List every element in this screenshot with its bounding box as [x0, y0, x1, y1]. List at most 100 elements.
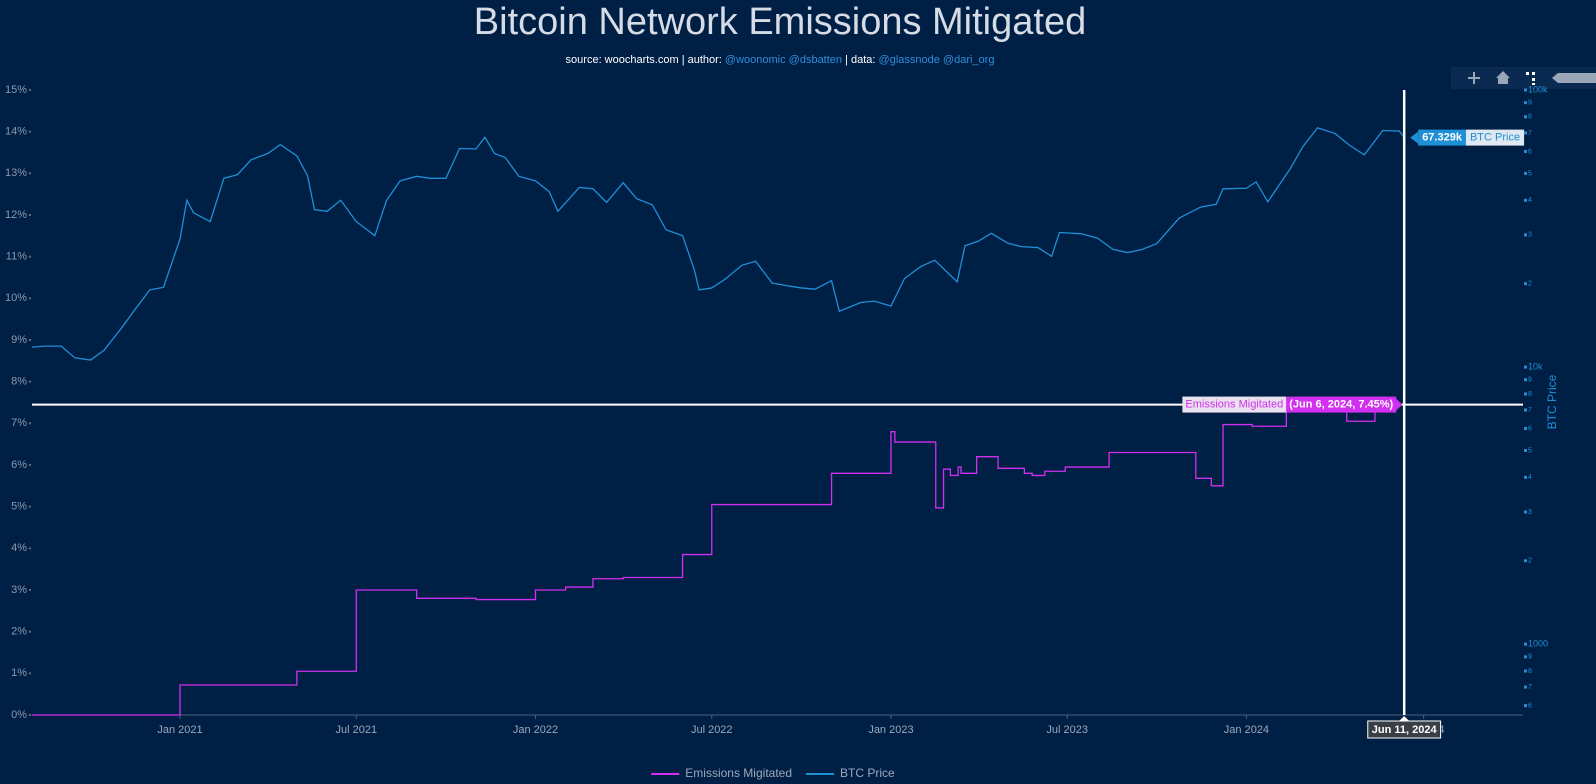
y-tick: [29, 714, 31, 716]
y2-tick: [1524, 365, 1527, 369]
y2-tick-label: 6: [1528, 148, 1532, 155]
y-tick-label: 0%: [11, 709, 27, 721]
spike-icon: [1526, 72, 1529, 75]
hover-label-emissions: Emissions Migitated (Jun 6, 2024, 7.45%): [1182, 396, 1403, 413]
y2-tick-label: 6: [1528, 425, 1532, 432]
chart-title: Bitcoin Network Emissions Mitigated: [474, 1, 1086, 43]
hover-box: [1367, 720, 1442, 739]
chart-subtitle: source: woocharts.com | author: @woonomi…: [566, 54, 995, 66]
y-tick-label: 1%: [11, 667, 27, 679]
y-tick: [29, 589, 31, 591]
y-tick-label: 15%: [5, 84, 27, 96]
y-tick-label: 12%: [5, 209, 27, 221]
hover-arrow: [1410, 131, 1419, 144]
y2-tick-label: 8: [1528, 668, 1532, 675]
y2-tick-label: 6: [1528, 702, 1532, 709]
hover-name: BTC Price: [1470, 132, 1520, 144]
subtitle-link: @glassnode @dari_org: [879, 54, 995, 66]
hover-value: 67.329k: [1422, 132, 1463, 144]
y-tick: [29, 172, 31, 175]
home-button[interactable]: [1496, 71, 1510, 84]
spike-icon: [1532, 78, 1535, 81]
y2-tick-label: 8: [1528, 391, 1532, 398]
y2-tick: [1524, 115, 1527, 119]
y-tick-label: 13%: [5, 167, 27, 179]
y2-tick-label: 4: [1528, 197, 1532, 204]
y-tick: [29, 672, 31, 675]
y-tick: [29, 464, 31, 466]
y2-tick-label: 9: [1528, 654, 1532, 661]
subtitle-text: source: woocharts.com | author:: [566, 54, 725, 66]
y-tick: [29, 422, 31, 425]
y-tick: [29, 380, 31, 383]
y-tick-label: 3%: [11, 584, 27, 596]
y2-tick: [1524, 427, 1527, 431]
y-tick-label: 11%: [6, 251, 27, 263]
hover-box: [1286, 396, 1397, 413]
modebar: [1451, 67, 1596, 89]
x-tick-label: Jul 2023: [1046, 724, 1088, 736]
y2-tick: [1524, 378, 1527, 382]
y-tick: [29, 547, 31, 550]
home-icon: [1496, 71, 1510, 84]
subtitle-text: | data:: [842, 54, 879, 66]
hover-icon: [1552, 73, 1596, 83]
subtitle-link: @woonomic @dsbatten: [725, 54, 842, 66]
series-line: [31, 127, 1405, 361]
y2-tick-label: 100k: [1528, 84, 1548, 94]
y-tick: [29, 505, 31, 508]
y2-tick-label: 4: [1528, 474, 1532, 481]
x-tick-label: Jan 2021: [157, 724, 202, 736]
hover-value: (Jun 6, 2024, 7.45%): [1289, 398, 1393, 410]
y-tick: [29, 130, 31, 133]
hover-button[interactable]: [1552, 73, 1596, 83]
y2-tick-label: 3: [1528, 509, 1532, 516]
y-tick: [29, 630, 31, 633]
y2-tick: [1524, 88, 1527, 92]
y2-tick: [1524, 131, 1527, 135]
y2-tick: [1524, 282, 1527, 286]
y2-tick: [1524, 171, 1527, 175]
y2-tick: [1524, 408, 1527, 412]
y-tick-label: 14%: [5, 126, 27, 138]
spike-button[interactable]: [1526, 72, 1535, 85]
y2-tick-label: 2: [1528, 558, 1532, 565]
y2-tick-label: 2: [1528, 281, 1532, 288]
y2-tick: [1524, 642, 1527, 646]
hover-name-box: [1465, 129, 1525, 146]
y2-tick: [1524, 448, 1527, 452]
legend: Emissions Migitated BTC Price: [651, 766, 895, 780]
x-tick-label: Jul 2021: [336, 724, 378, 736]
pan-icon: [1473, 72, 1475, 84]
hover-arrow: [1396, 398, 1403, 411]
y-tick-label: 5%: [11, 501, 27, 513]
y2-tick: [1524, 704, 1527, 708]
y-tick-label: 6%: [11, 459, 27, 471]
legend-label: Emissions Migitated: [685, 766, 792, 780]
pan-button[interactable]: [1468, 72, 1480, 84]
legend-label: BTC Price: [840, 766, 895, 780]
y2-tick: [1524, 685, 1527, 689]
y2-tick: [1524, 101, 1527, 105]
y-tick: [29, 339, 31, 341]
y2-tick-label: 5: [1528, 170, 1532, 177]
y-tick-label: 4%: [11, 542, 27, 554]
hover-name-box: [1182, 396, 1287, 413]
hover-x-label: Jun 11, 2024: [1367, 716, 1442, 739]
hover-name: Emissions Migitated: [1185, 398, 1283, 410]
x-tick-label: Jan 2022: [513, 724, 558, 736]
y2-tick-label: 1000: [1528, 639, 1548, 649]
spike-icon: [1532, 72, 1535, 75]
y2-tick: [1524, 198, 1527, 202]
y2-tick: [1524, 233, 1527, 237]
hover-label-btc: 67.329k BTC Price: [1410, 129, 1525, 146]
y-tick-label: 7%: [11, 417, 27, 429]
spike-icon: [1532, 83, 1535, 85]
hover-arrow: [1399, 716, 1410, 721]
y-tick: [29, 89, 31, 91]
y2-tick-label: 7: [1528, 130, 1532, 137]
x-tick-label: Jan 2024: [1224, 724, 1269, 736]
y2-tick-label: 10k: [1528, 361, 1543, 371]
y2-tick: [1524, 392, 1527, 396]
